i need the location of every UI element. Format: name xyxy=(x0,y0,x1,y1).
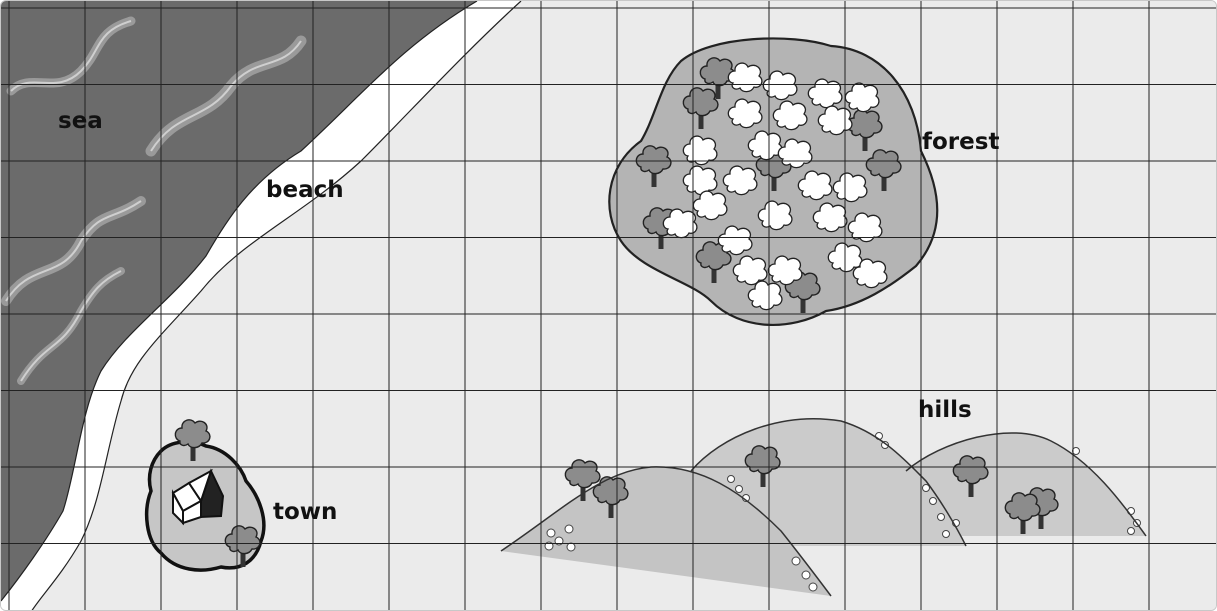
label-beach: beach xyxy=(266,177,344,203)
sea-area xyxy=(1,1,477,601)
hills-area xyxy=(500,418,1147,597)
beach-area xyxy=(1,1,522,610)
label-hills: hills xyxy=(918,397,972,423)
forest-area xyxy=(608,37,939,326)
label-sea: sea xyxy=(58,108,103,134)
label-town: town xyxy=(273,499,337,525)
house-icon xyxy=(171,468,225,526)
label-forest: forest xyxy=(922,129,999,155)
town-area xyxy=(144,419,266,572)
